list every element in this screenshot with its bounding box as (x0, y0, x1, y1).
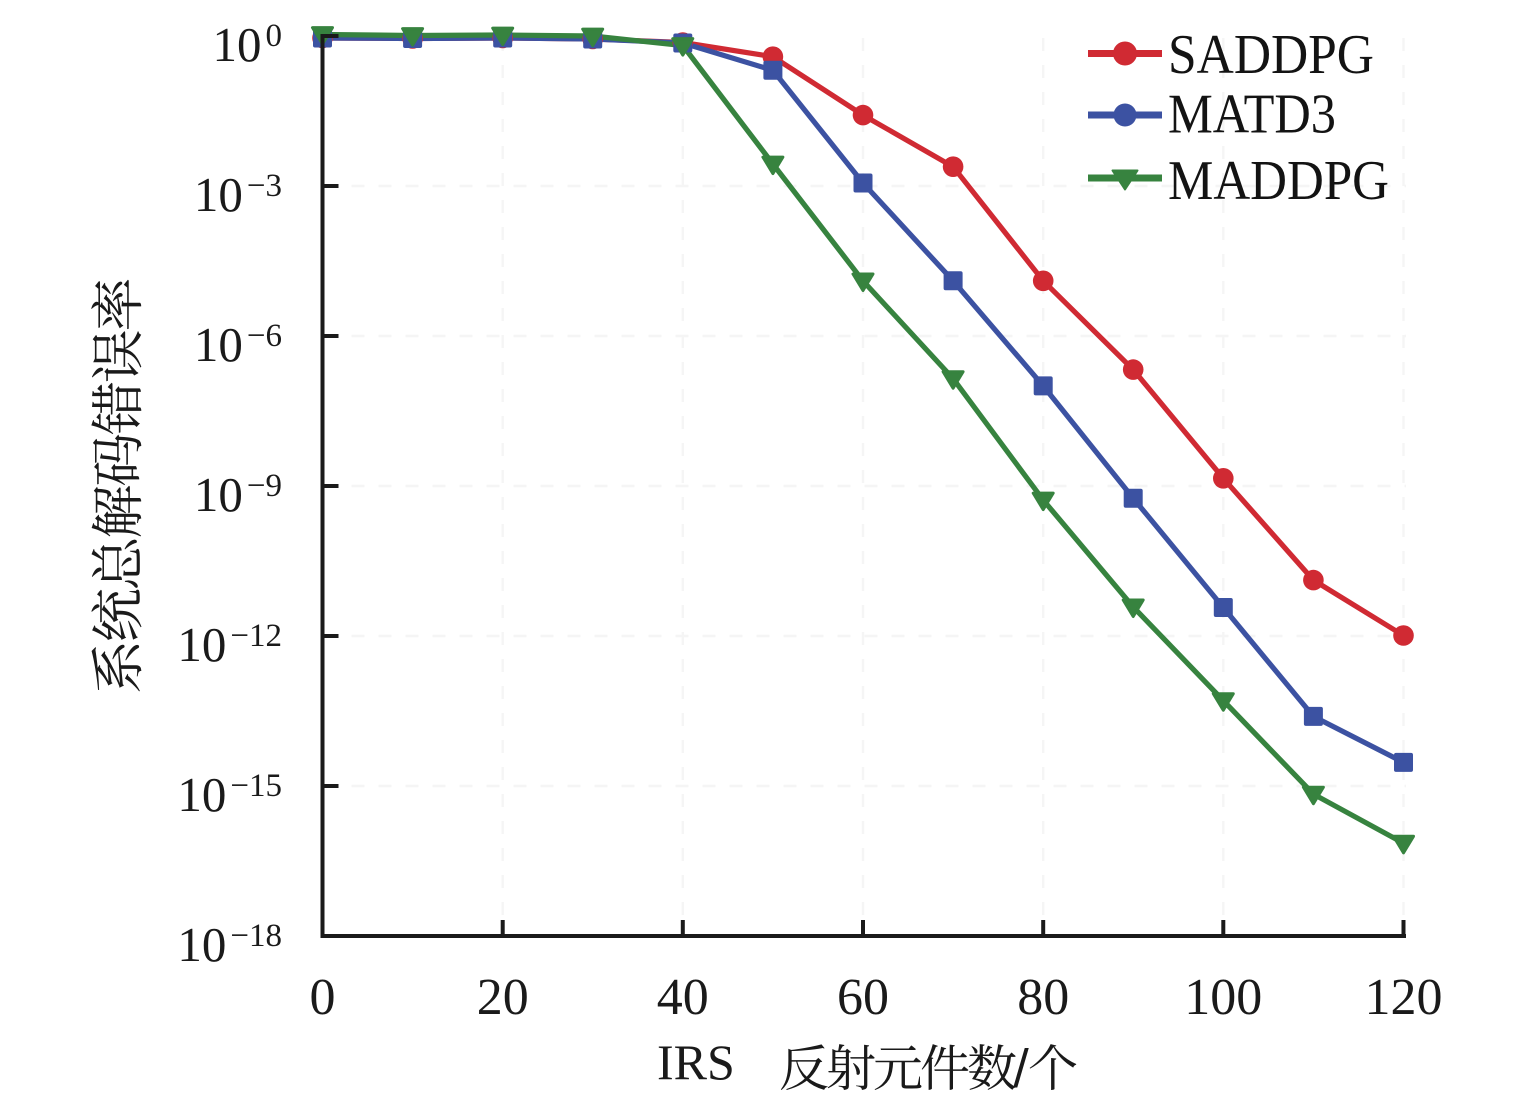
svg-text:0: 0 (310, 969, 336, 1026)
svg-text:−9: −9 (247, 468, 282, 504)
svg-text:40: 40 (657, 969, 709, 1026)
svg-text:60: 60 (837, 969, 889, 1026)
svg-text:10: 10 (177, 767, 226, 822)
svg-text:−3: −3 (247, 168, 282, 204)
svg-text:100: 100 (1184, 969, 1262, 1026)
svg-text:SADDPG: SADDPG (1168, 24, 1374, 86)
svg-text:−18: −18 (230, 918, 282, 954)
svg-text:0: 0 (266, 18, 283, 54)
svg-text:10: 10 (213, 17, 262, 72)
svg-text:80: 80 (1017, 969, 1069, 1026)
svg-text:MATD3: MATD3 (1168, 83, 1336, 145)
svg-text:−6: −6 (247, 318, 282, 354)
svg-text:10: 10 (177, 917, 226, 972)
svg-text:10: 10 (194, 167, 243, 222)
svg-text:−12: −12 (230, 618, 282, 654)
svg-text:10: 10 (177, 617, 226, 672)
svg-text:IRS: IRS (657, 1034, 735, 1090)
svg-text:20: 20 (477, 969, 529, 1026)
svg-text:120: 120 (1365, 969, 1443, 1026)
svg-text:−15: −15 (230, 768, 282, 804)
svg-text:MADDPG: MADDPG (1168, 150, 1389, 212)
svg-text:10: 10 (194, 317, 243, 372)
svg-text:10: 10 (194, 467, 243, 522)
